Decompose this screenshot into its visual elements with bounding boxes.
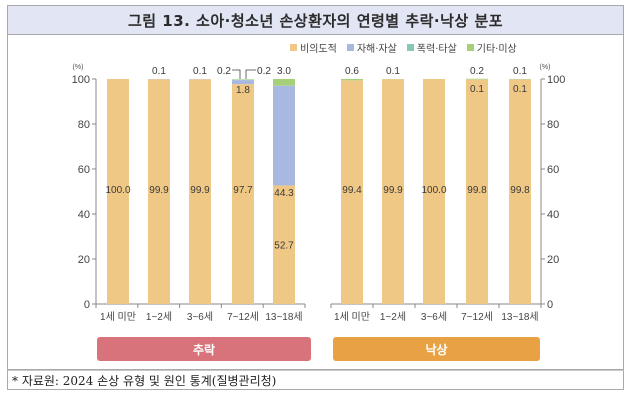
- panel-label-slip-fall: 낙상: [333, 337, 540, 361]
- legend-item-violence: 폭력·타살: [406, 40, 457, 55]
- source-note: * 자료원: 2024 손상 유형 및 원인 통계(질병관리청): [7, 370, 624, 390]
- legend-label: 기타·미상: [476, 44, 517, 55]
- figure-title: 그림 13. 소아·청소년 손상환자의 연령별 추락·낙상 분포: [7, 5, 624, 35]
- legend: 비의도적 자해·자살 폭력·타살 기타·미상: [290, 40, 517, 55]
- legend-item-other: 기타·미상: [466, 40, 517, 55]
- legend-item-self-harm: 자해·자살: [346, 40, 397, 55]
- legend-swatch-icon: [290, 44, 297, 51]
- legend-swatch-icon: [346, 44, 354, 51]
- legend-swatch-icon: [406, 44, 414, 51]
- legend-item-unintentional: 비의도적: [290, 40, 337, 55]
- legend-label: 비의도적: [300, 44, 337, 55]
- legend-label: 자해·자살: [356, 44, 397, 55]
- figure-frame: [7, 5, 624, 370]
- panel-label-fall: 추락: [97, 337, 311, 361]
- legend-label: 폭력·타살: [416, 44, 457, 55]
- legend-swatch-icon: [466, 44, 474, 51]
